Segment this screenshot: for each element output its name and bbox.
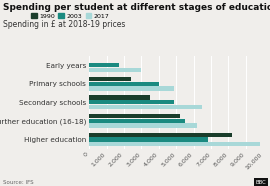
Bar <box>89 100 174 105</box>
Bar <box>89 68 141 72</box>
Bar <box>89 95 150 100</box>
Bar <box>89 63 119 67</box>
Bar <box>89 119 185 123</box>
Text: Spending in £ at 2018-19 prices: Spending in £ at 2018-19 prices <box>3 20 125 28</box>
Bar <box>89 142 260 146</box>
Text: Spending per student at different stages of education: Spending per student at different stages… <box>3 3 270 12</box>
Bar <box>89 114 180 118</box>
Bar <box>89 137 208 142</box>
Legend: 1990, 2003, 2017: 1990, 2003, 2017 <box>29 11 112 21</box>
Bar <box>89 77 131 81</box>
Text: Source: IFS: Source: IFS <box>3 179 33 185</box>
Bar <box>89 124 197 128</box>
Bar <box>89 105 202 109</box>
Text: BBC: BBC <box>255 179 266 185</box>
Bar <box>89 86 174 91</box>
Bar <box>89 81 159 86</box>
Bar <box>89 133 232 137</box>
